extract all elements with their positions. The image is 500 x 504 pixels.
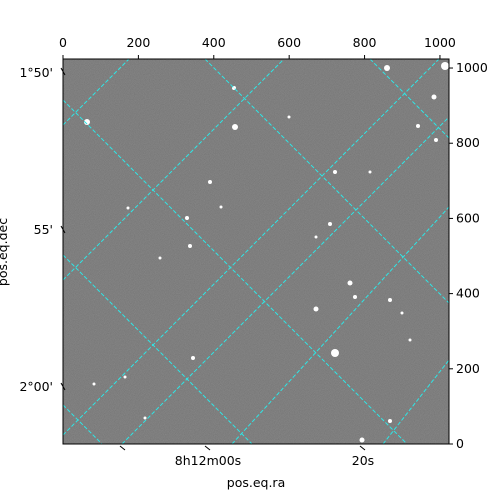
sky-image [63,59,449,444]
y-tick-label: 1000 [456,60,488,75]
x-axis-label: pos.eq.ra [227,475,285,490]
x-tick-label: 1000 [424,35,456,50]
dec-label: 55' [34,222,53,237]
x-tick-label: 0 [59,35,67,50]
dec-label: 1°50' [19,65,53,80]
ra-label: 20s [352,453,374,468]
y-tick-label: 400 [456,286,480,301]
x-tick-label: 200 [126,35,150,50]
y-tick-label: 600 [456,210,480,225]
coordinate-grid [63,59,449,444]
x-tick-label: 400 [202,35,226,50]
frame [62,58,450,445]
y-tick-label: 800 [456,135,480,150]
x-tick-label: 600 [277,35,301,50]
ra-label: 8h12m00s [175,453,241,468]
y-axis-label: pos.eq.dec [0,218,10,286]
y-tick-label: 200 [456,361,480,376]
x-tick-label: 800 [353,35,377,50]
y-tick-label: 0 [456,436,464,451]
wcs-ticks [60,67,366,451]
dec-label: 2°00' [19,379,53,394]
